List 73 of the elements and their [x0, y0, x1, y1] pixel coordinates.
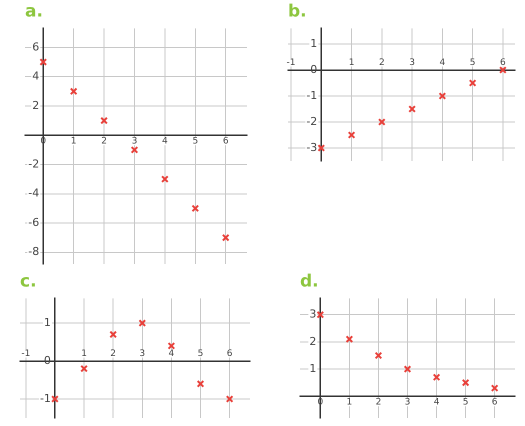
x-tick-label: 6	[226, 348, 233, 359]
x-tick-label: 5	[462, 398, 468, 408]
x-tick-label: -1	[21, 348, 30, 359]
chart-title: d.	[300, 272, 319, 292]
point	[70, 87, 78, 96]
x-tick-label: 4	[162, 136, 168, 147]
x-tick-label: 3	[404, 398, 410, 408]
point	[109, 330, 117, 338]
y-tick-label: -4	[28, 186, 40, 200]
x-tick-label: 4	[434, 398, 440, 408]
y-tick-label: -1	[306, 88, 318, 102]
point	[196, 380, 204, 388]
x-tick-label: 2	[101, 136, 107, 147]
point	[80, 364, 88, 372]
y-tick-label: -2	[28, 157, 40, 170]
y-tick-label: -6	[28, 216, 40, 229]
x-tick-label: 3	[409, 58, 415, 68]
x-tick-label: 1	[346, 398, 352, 408]
x-tick-label: 6	[492, 398, 498, 408]
x-tick-label: 2	[376, 398, 382, 408]
point	[138, 319, 146, 327]
point	[316, 310, 324, 319]
point	[438, 92, 446, 100]
x-tick-label: -1	[286, 58, 296, 68]
point	[130, 146, 138, 154]
point	[374, 352, 382, 360]
chart-title: a.	[25, 2, 43, 22]
x-tick-label: 5	[192, 136, 198, 147]
y-tick-label: 6	[32, 40, 40, 54]
point	[222, 234, 230, 242]
point	[468, 79, 476, 87]
y-tick-label: -2	[306, 114, 318, 128]
x-tick-label: 5	[198, 348, 204, 359]
point	[348, 131, 356, 139]
point	[499, 66, 507, 74]
y-tick-label: -3	[306, 140, 318, 154]
point	[168, 342, 176, 350]
point	[490, 384, 498, 392]
chart-title: c.	[20, 272, 37, 292]
x-tick-label: 6	[222, 136, 229, 147]
point	[404, 365, 412, 373]
point	[432, 373, 440, 382]
point	[346, 335, 354, 343]
chart-title: b.	[288, 2, 307, 22]
y-tick-label: 2	[32, 98, 40, 112]
point	[378, 118, 386, 126]
x-tick-label: 3	[139, 348, 146, 359]
y-tick-label: 2	[309, 334, 316, 348]
point	[161, 175, 169, 183]
y-tick-label: 4	[32, 70, 40, 83]
x-tick-label: 2	[378, 58, 385, 68]
y-tick-label: 1	[309, 362, 316, 375]
y-tick-label: -8	[28, 245, 40, 258]
point	[462, 378, 470, 386]
y-tick-label: 3	[309, 308, 316, 321]
y-tick-label: 1	[44, 316, 51, 329]
x-tick-label: 4	[439, 58, 446, 68]
x-tick-label: 4	[168, 348, 175, 359]
point	[100, 116, 108, 124]
point	[51, 395, 59, 403]
x-tick-label: 1	[348, 58, 354, 68]
x-tick-label: 1	[81, 348, 87, 359]
point	[39, 58, 48, 66]
x-tick-label: 5	[470, 58, 476, 68]
point	[317, 144, 326, 152]
x-tick-label: 3	[132, 136, 138, 147]
x-tick-label: 1	[70, 136, 77, 147]
x-tick-label: 6	[500, 58, 506, 68]
x-tick-label: 2	[110, 348, 116, 359]
point	[226, 395, 234, 403]
point	[408, 105, 416, 113]
y-tick-label: 1	[310, 36, 318, 50]
point	[191, 204, 200, 212]
